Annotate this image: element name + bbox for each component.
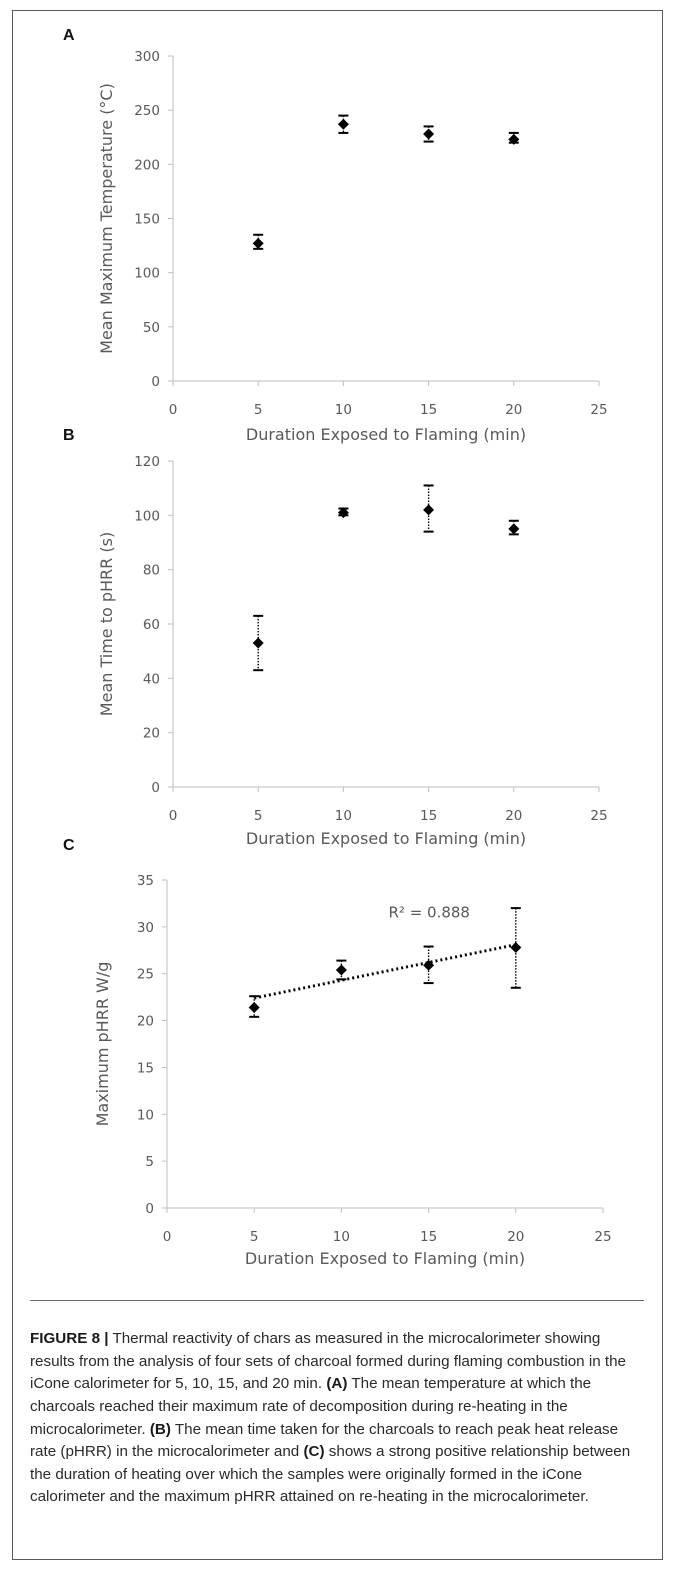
data-point xyxy=(252,237,264,249)
x-tick-label: 5 xyxy=(250,1229,259,1245)
y-tick-label: 150 xyxy=(134,212,160,228)
caption-panel-ref: (C) xyxy=(303,1443,325,1461)
y-tick-label: 5 xyxy=(145,1154,154,1170)
y-tick-label: 40 xyxy=(143,671,160,687)
y-tick-label: 35 xyxy=(137,873,154,889)
y-tick-label: 300 xyxy=(134,49,160,65)
caption-divider xyxy=(30,1300,644,1301)
y-tick-label: 120 xyxy=(134,454,160,470)
caption-text: Thermal reactivity of chars as measured … xyxy=(30,1330,626,1393)
y-axis-title: Mean Time to pHRR (s) xyxy=(97,532,116,716)
data-point xyxy=(508,523,520,535)
y-tick-label: 60 xyxy=(143,617,160,633)
x-tick-label: 25 xyxy=(594,1229,611,1245)
y-tick-label: 50 xyxy=(143,320,160,336)
trendline xyxy=(253,943,517,1000)
data-point xyxy=(423,128,435,140)
x-tick-label: 15 xyxy=(420,808,437,824)
x-tick-label: 0 xyxy=(169,808,178,824)
caption-panel-ref: (B) xyxy=(149,1420,171,1438)
x-tick-label: 20 xyxy=(505,808,522,824)
y-tick-label: 200 xyxy=(134,157,160,173)
chart-panel-a: A 0 50 100 150 200 250 300 0 5 10 15 20 25 Duration Ex… xyxy=(63,27,608,444)
x-tick-label: 10 xyxy=(335,808,352,824)
y-tick-label: 80 xyxy=(143,563,160,579)
x-tick-label: 20 xyxy=(505,402,522,418)
data-point xyxy=(248,1001,260,1013)
x-axis-title: Duration Exposed to Flaming (min) xyxy=(245,1249,525,1268)
data-point xyxy=(337,507,349,519)
y-tick-label: 10 xyxy=(137,1107,154,1123)
data-point xyxy=(252,637,264,649)
chart-panel-b: B 0 20 40 60 80 100 120 0 5 10 15 20 25 Duration Expos… xyxy=(63,427,608,848)
y-tick-label: 100 xyxy=(134,508,160,524)
y-tick-label: 15 xyxy=(137,1060,154,1076)
x-axis-title: Duration Exposed to Flaming (min) xyxy=(246,829,526,848)
caption-label: FIGURE 8 | xyxy=(30,1330,109,1348)
y-tick-label: 0 xyxy=(151,780,160,796)
panel-letter: B xyxy=(63,427,75,444)
x-tick-label: 25 xyxy=(590,808,607,824)
data-point xyxy=(423,504,435,516)
x-tick-label: 5 xyxy=(254,402,263,418)
figure-caption: FIGURE 8 | Thermal reactivity of chars a… xyxy=(30,1328,644,1509)
x-tick-label: 0 xyxy=(163,1229,172,1245)
x-tick-label: 10 xyxy=(335,402,352,418)
y-tick-label: 20 xyxy=(137,1014,154,1030)
x-tick-label: 0 xyxy=(169,402,178,418)
y-tick-label: 20 xyxy=(143,726,160,742)
chart-panel-c: C 0 5 10 15 20 25 30 35 0 5 10 15 20 25 Duration Expose… xyxy=(63,837,612,1268)
x-tick-label: 5 xyxy=(254,808,263,824)
caption-panel-ref: (A) xyxy=(326,1375,348,1393)
panel-letter: A xyxy=(63,27,75,44)
x-axis-title: Duration Exposed to Flaming (min) xyxy=(246,425,526,444)
y-axis-title: Mean Maximum Temperature (°C) xyxy=(97,83,116,354)
y-tick-label: 0 xyxy=(151,374,160,390)
caption-text: shows a strong positive relationship bet… xyxy=(30,1443,631,1506)
y-axis-title: Maximum pHRR W/g xyxy=(93,962,112,1127)
y-tick-label: 100 xyxy=(134,266,160,282)
caption-text: The mean temperature at which the charco… xyxy=(30,1375,592,1438)
x-tick-label: 15 xyxy=(420,1229,437,1245)
figure-frame xyxy=(12,10,663,1560)
y-tick-label: 30 xyxy=(137,920,154,936)
r-squared-annotation: R² = 0.888 xyxy=(388,903,469,921)
caption-text: The mean time taken for the charcoals to… xyxy=(30,1420,619,1461)
data-point xyxy=(508,133,520,145)
x-tick-label: 20 xyxy=(507,1229,524,1245)
x-tick-label: 15 xyxy=(420,402,437,418)
panel-letter: C xyxy=(63,837,75,854)
x-tick-label: 10 xyxy=(333,1229,350,1245)
x-tick-label: 25 xyxy=(590,402,607,418)
data-point xyxy=(335,964,347,976)
y-tick-label: 25 xyxy=(137,967,154,983)
y-tick-label: 250 xyxy=(134,103,160,119)
data-point xyxy=(510,941,522,953)
data-point xyxy=(423,959,435,971)
data-point xyxy=(337,118,349,130)
y-tick-label: 0 xyxy=(145,1201,154,1217)
